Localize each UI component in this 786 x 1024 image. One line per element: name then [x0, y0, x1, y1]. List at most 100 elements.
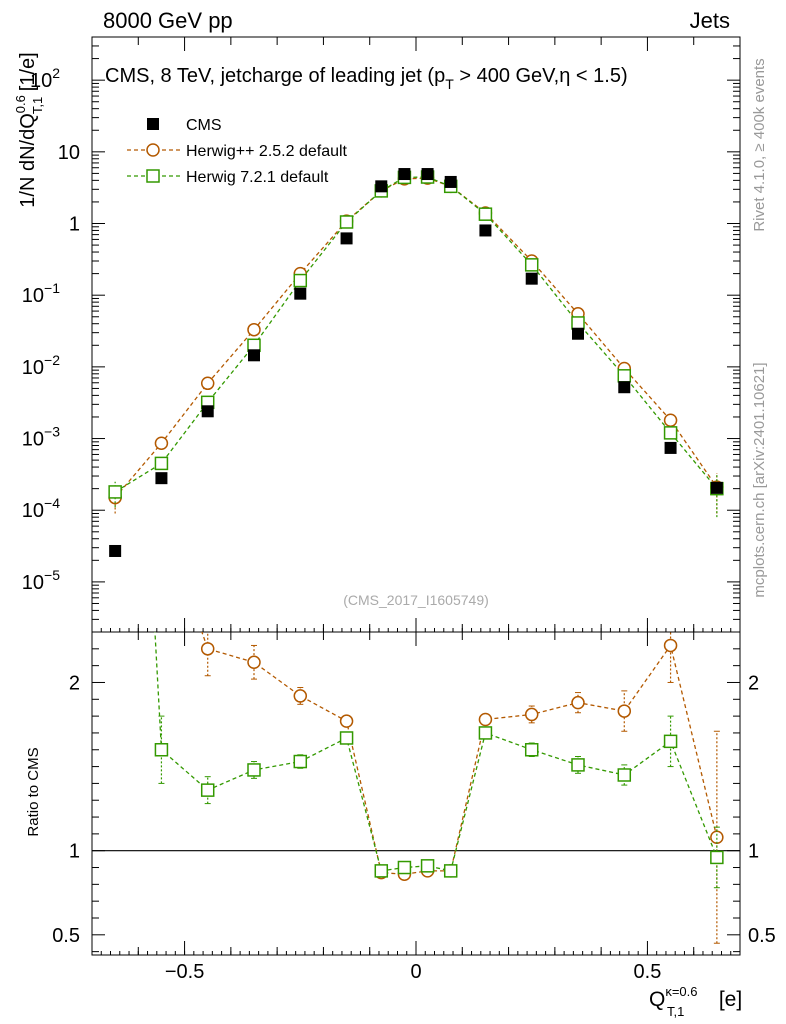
y-tick-label-exp: −4: [44, 495, 60, 511]
y-tick-label: 1: [69, 214, 80, 236]
y-tick-label: 10−4: [22, 495, 60, 522]
ratio-point-herwig-7-2-1-default: [443, 864, 458, 878]
ratio-point-herwig-7-2-1-default: [710, 850, 724, 865]
ratio-point-herwig-2-5-2-default: [571, 695, 585, 710]
legend-label-cms: CMS: [186, 117, 222, 134]
point-herwig-7-2-1-default: [617, 369, 632, 383]
x-axis-label-main: Q: [649, 988, 665, 1011]
ratio-point-herwig-2-5-2-default: [109, 88, 121, 100]
x-axis-label-sup: κ=0.6: [665, 984, 697, 999]
point-herwig-7-2-1-default: [339, 215, 354, 229]
plot-title: CMS, 8 TeV, jetcharge of leading jet (pT…: [105, 65, 628, 92]
point-cms: [398, 168, 411, 181]
point-cms: [155, 472, 168, 485]
y-tick-label-exp: −2: [44, 352, 60, 368]
point-herwig-2-5-2-default: [200, 376, 215, 391]
ratio-y-label: Ratio to CMS: [25, 747, 42, 836]
main-x-ticks: [91, 37, 741, 632]
ratio-point-herwig-7-2-1-default: [374, 864, 389, 878]
point-cms: [479, 224, 492, 237]
y-tick-label-exp: −3: [44, 424, 60, 440]
ratio-tick-label-left: 2: [69, 672, 80, 694]
y-tick-label-base: 10: [58, 142, 80, 164]
ratio-point-herwig-7-2-1-default: [663, 734, 678, 749]
point-herwig-7-2-1-default: [524, 258, 539, 272]
point-cms: [664, 441, 677, 454]
point-herwig-7-2-1-default: [108, 485, 122, 499]
ratio-panel: 0.5 0.5 1 1 2 2 −0.5 0 0.5 Ratio to CMS Qκ=0.6 T…: [25, 88, 776, 1019]
point-herwig-2-5-2-default: [663, 413, 678, 427]
point-herwig-7-2-1-default: [663, 426, 678, 440]
ratio-point-herwig-2-5-2-default: [524, 707, 539, 722]
point-herwig-7-2-1-default: [478, 207, 493, 221]
header-left-title: 8000 GeV pp: [103, 8, 233, 33]
mcplots-label: mcplots.cern.ch [arXiv:2401.10621]: [751, 362, 768, 597]
point-herwig-7-2-1-default: [293, 273, 308, 288]
x-tick-label: 0.5: [634, 961, 662, 983]
ratio-point-herwig-2-5-2-default: [478, 712, 493, 727]
ratio-series-herwig-7-2-1-default: [154, 632, 724, 889]
ratio-point-herwig-7-2-1-default: [420, 859, 435, 873]
point-cms: [375, 180, 388, 193]
ratio-line-herwig-7-2-1-default: [154, 632, 718, 872]
ratio-x-ticks: [91, 632, 741, 955]
point-herwig-7-2-1-default: [571, 316, 585, 330]
ratio-point-herwig-7-2-1-default: [397, 860, 412, 875]
point-cms: [340, 232, 353, 245]
ratio-point-herwig-7-2-1-default: [247, 763, 261, 777]
y-tick-label-exp: −1: [44, 280, 60, 296]
point-cms: [109, 544, 122, 557]
watermark: (CMS_2017_I1605749): [343, 592, 489, 608]
rivet-label: Rivet 4.1.0, ≥ 400k events: [751, 58, 768, 231]
ratio-tick-label-right: 0.5: [748, 925, 776, 947]
ratio-tick-label-right: 2: [748, 672, 759, 694]
point-cms: [444, 175, 457, 188]
header-right-title: Jets: [690, 8, 730, 33]
series-line-herwig-2-5-2-default: [114, 177, 718, 499]
point-herwig-2-5-2-default: [247, 322, 261, 337]
series-cms: [109, 168, 723, 557]
ratio-tick-label-left: 0.5: [52, 925, 80, 947]
y-axis-label: 1/N dN/dQ0.6 T,1 [1/e]: [13, 52, 45, 207]
ratio-point-herwig-2-5-2-default: [710, 830, 724, 844]
legend-entry-herwig7: Herwig 7.2.1 default: [127, 169, 329, 186]
y-tick-label: 102: [30, 65, 60, 92]
y-tick-label-exp: 2: [52, 65, 60, 81]
y-axis-label-sup: 0.6: [13, 95, 28, 113]
y-tick-label-exp: −5: [44, 567, 60, 583]
series-herwig-7-2-1-default: [108, 170, 724, 518]
y-tick-label: 10−5: [22, 567, 60, 594]
y-tick-label-base: 10: [22, 357, 44, 379]
ratio-point-herwig-7-2-1-default: [524, 743, 539, 757]
y-axis-label-unit: [1/e]: [17, 52, 39, 96]
ratio-point-herwig-7-2-1-default: [154, 743, 169, 757]
y-tick-label: 10−3: [22, 424, 60, 451]
legend-label-herwig7: Herwig 7.2.1 default: [186, 169, 329, 186]
point-cms: [201, 405, 214, 418]
ratio-point-herwig-2-5-2-default: [200, 642, 215, 656]
y-axis-label-prefix: 1/N dN/dQ: [17, 113, 39, 207]
ratio-point-herwig-7-2-1-default: [571, 758, 585, 772]
ratio-point-herwig-7-2-1-default: [293, 754, 308, 769]
legend-label-herwigpp: Herwig++ 2.5.2 default: [186, 143, 348, 160]
x-tick-label: 0: [410, 961, 421, 983]
y-tick-label-base: 10: [22, 572, 44, 594]
legend-marker-herwig7: [146, 169, 160, 183]
ratio-point-herwig-2-5-2-default: [617, 704, 632, 718]
y-tick-label: 10: [58, 142, 80, 164]
point-herwig-2-5-2-default: [154, 436, 169, 450]
y-tick-label-base: 10: [22, 429, 44, 451]
point-herwig-7-2-1-default: [154, 456, 169, 471]
y-tick-label-base: 10: [30, 70, 52, 92]
series-herwig-2-5-2-default: [108, 171, 724, 514]
ratio-point-herwig-7-2-1-default: [617, 768, 632, 782]
ratio-frame: [91, 631, 741, 956]
plot-title-sub: T: [445, 76, 454, 92]
y-axis-label-sub: T,1: [30, 97, 45, 114]
ratio-series: [109, 88, 724, 944]
plot-title-prefix: CMS, 8 TeV, jetcharge of leading jet (p: [105, 65, 445, 87]
ratio-tick-label-right: 1: [748, 841, 759, 863]
legend-entry-cms: CMS: [147, 117, 222, 134]
